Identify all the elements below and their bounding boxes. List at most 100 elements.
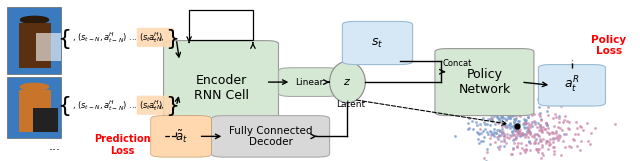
FancyBboxPatch shape [7, 77, 61, 138]
Point [533, 122, 543, 124]
Point [510, 117, 520, 120]
Point [519, 121, 529, 124]
Point [535, 126, 545, 128]
Point [497, 114, 508, 117]
Point [486, 113, 496, 116]
Point [572, 127, 582, 129]
Point [537, 152, 547, 155]
Text: $z$: $z$ [344, 77, 351, 87]
Point [557, 139, 568, 142]
Point [492, 115, 502, 118]
Point [450, 135, 460, 137]
Point [509, 129, 519, 132]
Point [464, 117, 474, 119]
FancyBboxPatch shape [164, 41, 278, 135]
Point [513, 142, 524, 145]
Point [566, 146, 577, 149]
Point [554, 117, 564, 119]
Point [563, 127, 573, 129]
Point [534, 106, 544, 109]
Point [570, 133, 580, 136]
Point [476, 131, 486, 134]
Text: Concat: Concat [443, 59, 472, 68]
Point [552, 137, 562, 139]
Point [496, 133, 506, 136]
Point [492, 115, 502, 118]
Point [463, 122, 474, 124]
FancyBboxPatch shape [19, 23, 51, 68]
Point [525, 131, 535, 134]
FancyBboxPatch shape [137, 96, 173, 115]
Point [548, 140, 558, 143]
Point [554, 134, 564, 137]
Point [497, 128, 507, 130]
Point [511, 137, 522, 139]
Point [498, 130, 508, 133]
Point [542, 131, 552, 134]
Point [486, 119, 497, 122]
Point [502, 103, 512, 105]
Point [534, 115, 545, 117]
Point [543, 132, 554, 134]
Point [556, 127, 566, 129]
Point [493, 118, 504, 121]
Point [525, 104, 536, 107]
Point [530, 132, 540, 135]
Point [467, 119, 477, 122]
Point [575, 124, 585, 127]
Text: {: { [58, 96, 72, 116]
Point [556, 134, 566, 137]
Point [550, 113, 561, 115]
Point [520, 133, 531, 135]
Point [541, 140, 552, 142]
Point [523, 129, 533, 132]
Point [552, 138, 563, 141]
Point [521, 148, 531, 150]
Point [538, 137, 548, 140]
Point [554, 115, 564, 117]
Point [521, 118, 531, 121]
Point [474, 132, 484, 134]
Point [571, 121, 581, 123]
Point [544, 140, 554, 143]
Point [484, 117, 495, 120]
Point [534, 135, 544, 137]
Point [486, 134, 496, 136]
Point [514, 132, 524, 134]
Point [527, 125, 537, 128]
Point [493, 138, 503, 140]
Point [525, 126, 535, 128]
Point [542, 140, 552, 142]
Point [497, 125, 507, 128]
Point [552, 135, 562, 137]
Text: $s_t$: $s_t$ [371, 36, 383, 50]
Point [499, 132, 509, 135]
Point [556, 154, 566, 157]
Point [509, 120, 519, 123]
Text: {: { [58, 29, 72, 49]
Point [526, 123, 536, 125]
Point [493, 111, 504, 114]
Point [485, 136, 495, 139]
Point [497, 114, 507, 117]
Point [472, 130, 483, 133]
Point [534, 148, 544, 151]
Point [525, 141, 536, 144]
Point [511, 125, 522, 127]
Point [476, 128, 486, 130]
Point [559, 133, 569, 136]
Point [527, 135, 538, 137]
Point [521, 134, 531, 137]
Point [564, 128, 574, 131]
Point [502, 111, 513, 114]
Text: Prediction
Loss: Prediction Loss [93, 134, 150, 156]
Point [511, 126, 522, 128]
Point [582, 122, 592, 124]
Point [508, 113, 518, 116]
Point [508, 139, 518, 141]
Point [524, 124, 534, 127]
FancyBboxPatch shape [33, 108, 58, 132]
Point [494, 134, 504, 137]
Point [474, 123, 484, 126]
Point [508, 147, 518, 149]
